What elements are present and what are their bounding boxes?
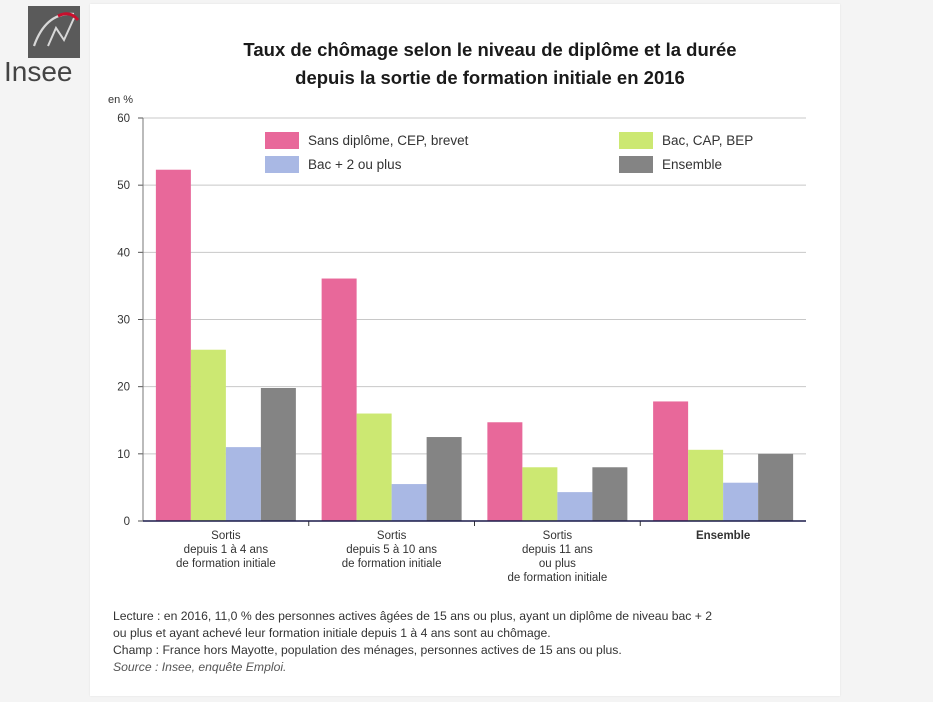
legend-swatch — [619, 156, 653, 173]
y-tick-label: 0 — [124, 516, 130, 528]
legend-swatch — [265, 132, 299, 149]
bar — [155, 169, 191, 522]
x-tick-label: de formation initiale — [176, 558, 276, 570]
legend-label: Bac + 2 ou plus — [308, 157, 402, 172]
x-tick-label: Ensemble — [696, 530, 750, 542]
x-tick-label: Sortis — [543, 530, 573, 542]
chart-title: Taux de chômage selon le niveau de diplô… — [180, 36, 800, 92]
logo-text: Insee — [4, 56, 73, 87]
bar — [522, 467, 558, 521]
bar — [190, 349, 226, 521]
legend-label: Bac, CAP, BEP — [662, 133, 753, 148]
title-line-1: Taux de chômage selon le niveau de diplô… — [243, 39, 737, 60]
legend-label: Ensemble — [662, 157, 722, 172]
chart-notes: Lecture : en 2016, 11,0 % des personnes … — [113, 608, 823, 676]
bar — [487, 422, 523, 521]
y-tick-label: 50 — [117, 180, 130, 192]
y-tick-label: 30 — [117, 315, 130, 327]
y-tick-label: 10 — [117, 449, 130, 461]
bar-chart: en % 0 10 20 30 40 50 60 Sortis depuis 1 à 4 ans d… — [108, 94, 806, 584]
x-tick-label: depuis 11 ans — [522, 544, 593, 556]
bar — [557, 492, 593, 521]
y-axis-unit: en % — [108, 94, 133, 106]
bar — [321, 278, 357, 521]
bar — [225, 447, 261, 521]
bar — [653, 401, 689, 521]
champ-note: Champ : France hors Mayotte, population … — [113, 643, 622, 657]
title-line-2: depuis la sortie de formation initiale e… — [295, 67, 685, 88]
y-tick-label: 20 — [117, 382, 130, 394]
bar — [688, 449, 724, 521]
x-tick-label: depuis 1 à 4 ans — [184, 544, 269, 556]
source-note: Source : Insee, enquête Emploi. — [113, 660, 287, 674]
x-tick-label: Sortis — [377, 530, 407, 542]
logo-mark — [28, 6, 80, 58]
lecture-line-1: Lecture : en 2016, 11,0 % des personnes … — [113, 609, 713, 623]
bar — [592, 467, 628, 521]
bar — [356, 413, 392, 521]
y-tick-label: 40 — [117, 247, 130, 259]
x-tick-label: depuis 5 à 10 ans — [346, 544, 437, 556]
x-tick-label: de formation initiale — [508, 572, 608, 584]
y-tick-label: 60 — [117, 113, 130, 125]
bar — [723, 482, 759, 521]
legend-label: Sans diplôme, CEP, brevet — [308, 133, 469, 148]
insee-logo: Insee — [2, 4, 82, 87]
bar — [391, 484, 427, 521]
legend-swatch — [265, 156, 299, 173]
legend-swatch — [619, 132, 653, 149]
x-tick-label: ou plus — [539, 558, 576, 570]
bar — [260, 388, 296, 521]
bar — [758, 453, 794, 521]
x-tick-label: de formation initiale — [342, 558, 442, 570]
x-tick-label: Sortis — [211, 530, 241, 542]
lecture-line-2: ou plus et ayant achevé leur formation i… — [113, 626, 551, 640]
bar — [426, 437, 462, 521]
